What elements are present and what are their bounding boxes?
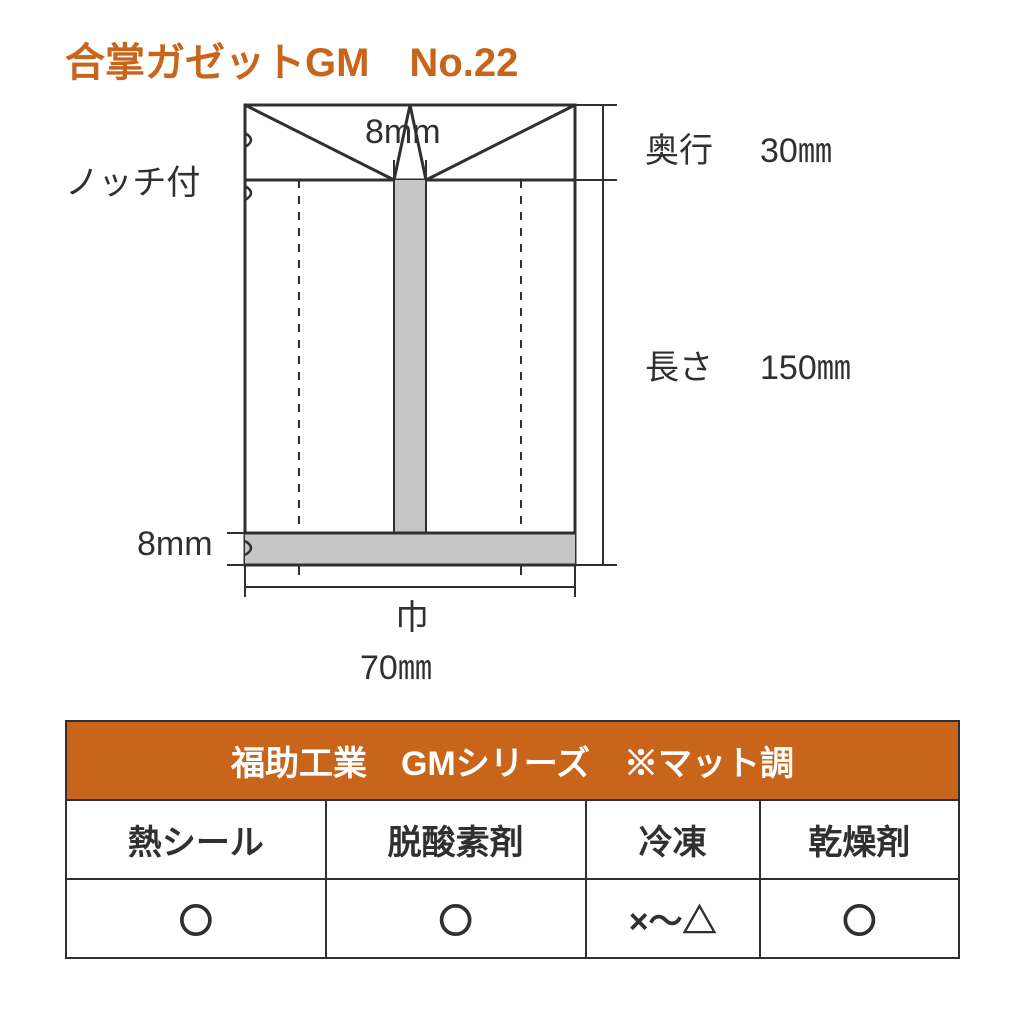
table-col: 乾燥剤 [760, 800, 959, 879]
bottom-seal-label: 8mm [137, 525, 213, 564]
bag-diagram: ノッチ付 8mm 奥行 30㎜ 長さ 150㎜ 8mm 巾 70㎜ [65, 95, 965, 690]
table-cell: 〇 [760, 879, 959, 958]
page-title: 合掌ガゼットGM No.22 [65, 30, 518, 88]
width-label: 巾 [395, 590, 429, 639]
width-value: 70㎜ [360, 640, 432, 689]
table-header: 福助工業 GMシリーズ ※マット調 [66, 721, 959, 800]
table-cell: 〇 [326, 879, 586, 958]
center-seal-label: 8mm [365, 113, 441, 152]
table-cell: 〇 [66, 879, 326, 958]
depth-value: 30㎜ [760, 123, 832, 172]
spec-table: 福助工業 GMシリーズ ※マット調 熱シール脱酸素剤冷凍乾燥剤 〇〇×～△〇 [65, 720, 960, 959]
table-col: 冷凍 [586, 800, 760, 879]
length-label: 長さ [645, 340, 713, 389]
table-cell: ×～△ [586, 879, 760, 958]
length-value: 150㎜ [760, 340, 851, 389]
table-col: 脱酸素剤 [326, 800, 586, 879]
table-col: 熱シール [66, 800, 326, 879]
notch-label: ノッチ付 [65, 155, 200, 204]
depth-label: 奥行 [645, 123, 713, 172]
